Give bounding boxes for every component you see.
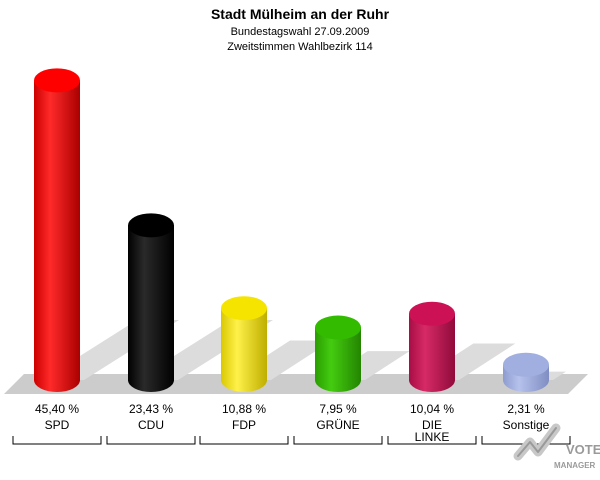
category-label-spd: SPD bbox=[45, 418, 70, 432]
category-bracket-spd bbox=[12, 436, 102, 445]
bar-top-fdp bbox=[221, 296, 267, 321]
bar-top-die-linke bbox=[409, 301, 455, 326]
bar-top-sonstige bbox=[503, 352, 549, 377]
vote-manager-logo: VOTE MANAGER bbox=[513, 423, 600, 470]
category-bracket-cdu bbox=[106, 436, 196, 445]
value-label-cdu: 23,43 % bbox=[129, 402, 173, 416]
bar-top-spd bbox=[34, 68, 80, 93]
category-bracket-die-linke bbox=[387, 436, 477, 445]
bar-cdu bbox=[128, 225, 174, 392]
category-bracket-gr-ne bbox=[293, 436, 383, 445]
logo-vote-text: VOTE bbox=[566, 442, 600, 457]
value-label-sonstige: 2,31 % bbox=[507, 402, 545, 416]
category-label-sonstige: Sonstige bbox=[503, 418, 550, 432]
category-label-die-linke: DIE bbox=[422, 418, 442, 432]
value-label-fdp: 10,88 % bbox=[222, 402, 266, 416]
check-mark-icon bbox=[513, 423, 561, 461]
value-label-die-linke: 10,04 % bbox=[410, 402, 454, 416]
bar-fdp bbox=[221, 308, 267, 392]
label-group: 45,40 % SPD 23,43 % CDU 10,88 % FDP 7,95 % GRÜN… bbox=[12, 402, 571, 445]
floor-plane bbox=[4, 374, 588, 394]
chart-subtitle-district: Zweitstimmen Wahlbezirk 114 bbox=[227, 41, 373, 53]
chart-title: Stadt Mülheim an der Ruhr bbox=[211, 6, 390, 22]
bar-group bbox=[34, 68, 549, 393]
bar-top-gr-ne bbox=[315, 315, 361, 340]
category-label-fdp: FDP bbox=[232, 418, 256, 432]
chart-subtitle-date: Bundestagswahl 27.09.2009 bbox=[231, 26, 370, 38]
category-label-cdu: CDU bbox=[138, 418, 164, 432]
bar-top-cdu bbox=[128, 213, 174, 238]
bar-spd bbox=[34, 80, 80, 393]
bar-die-linke bbox=[409, 313, 455, 392]
logo-manager-text: MANAGER bbox=[554, 461, 596, 470]
category-bracket-fdp bbox=[199, 436, 289, 445]
category-label-die-linke: LINKE bbox=[415, 430, 450, 444]
category-label-gr-ne: GRÜNE bbox=[316, 418, 359, 432]
value-label-spd: 45,40 % bbox=[35, 402, 79, 416]
bar-gr-ne bbox=[315, 327, 361, 392]
value-label-gr-ne: 7,95 % bbox=[319, 402, 357, 416]
bar-shadows bbox=[42, 320, 566, 380]
